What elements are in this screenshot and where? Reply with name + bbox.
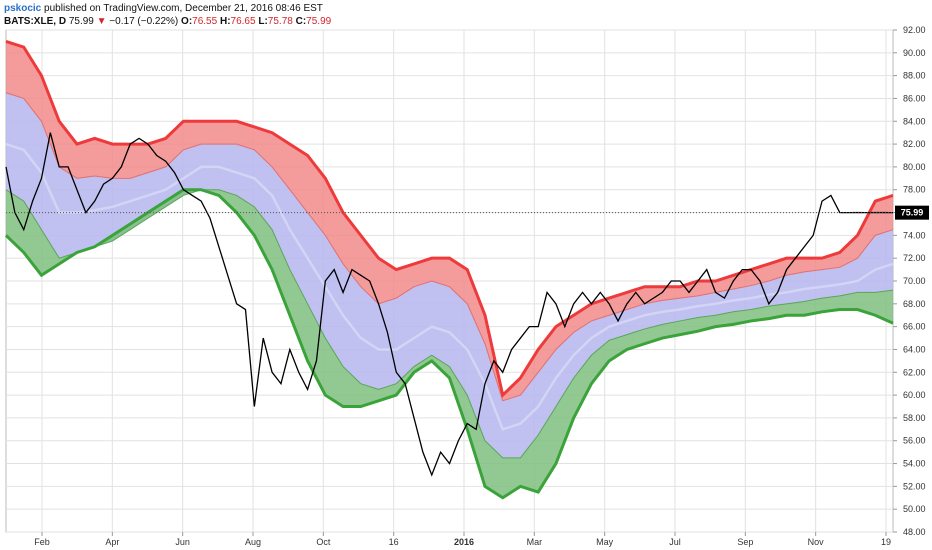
y-tick-label: 82.00 xyxy=(903,139,926,149)
x-tick-label: Mar xyxy=(527,537,543,547)
close-label: C: xyxy=(295,16,307,27)
y-tick-label: 90.00 xyxy=(903,48,926,58)
high-label: H: xyxy=(219,16,231,27)
y-tick-label: 54.00 xyxy=(903,459,926,469)
x-tick-label: 2016 xyxy=(454,537,474,547)
lower-mid-line xyxy=(5,189,894,459)
x-tick-label: 16 xyxy=(389,537,399,547)
x-tick-label: Feb xyxy=(34,537,50,547)
y-tick-label: 62.00 xyxy=(903,367,926,377)
x-tick-label: 19 xyxy=(881,537,891,547)
upper-band-line xyxy=(5,39,894,399)
header-line-2: BATS:XLE, D 75.99 ▼ −0.17 (−0.22%) O:76.… xyxy=(4,15,331,28)
author-link[interactable]: pskocic xyxy=(4,3,42,14)
low-label: L: xyxy=(258,16,268,27)
x-tick-label: Aug xyxy=(245,537,261,547)
y-tick-label: 72.00 xyxy=(903,253,926,263)
y-tick-label: 86.00 xyxy=(903,93,926,103)
high-value: 76.65 xyxy=(230,16,256,27)
price-line xyxy=(5,132,894,477)
y-tick-label: 64.00 xyxy=(903,344,926,354)
y-tick-label: 50.00 xyxy=(903,504,926,514)
y-tick-label: 58.00 xyxy=(903,413,926,423)
x-tick-label: Jul xyxy=(669,537,681,547)
band-fills xyxy=(6,41,893,498)
last-price-label: 75.99 xyxy=(901,208,924,218)
down-arrow-icon: ▼ xyxy=(96,16,107,27)
y-tick-label: 56.00 xyxy=(903,436,926,446)
y-tick-label: 92.00 xyxy=(903,25,926,35)
low-value: 75.78 xyxy=(267,16,293,27)
middle-line xyxy=(5,142,894,431)
change-text: −0.17 (−0.22%) xyxy=(109,16,179,27)
y-tick-label: 78.00 xyxy=(903,185,926,195)
y-tick-label: 68.00 xyxy=(903,299,926,309)
x-tick-label: Oct xyxy=(316,537,331,547)
symbol-label: BATS:XLE, D xyxy=(4,16,67,27)
close-value: 75.99 xyxy=(306,16,332,27)
y-tick-label: 88.00 xyxy=(903,71,926,81)
y-tick-label: 48.00 xyxy=(903,527,926,537)
y-tick-label: 66.00 xyxy=(903,322,926,332)
last-price-badge xyxy=(895,205,929,220)
y-tick-label: 80.00 xyxy=(903,162,926,172)
open-value: 76.55 xyxy=(192,16,218,27)
published-text: published on TradingView.com, December 2… xyxy=(44,3,323,14)
upper-band-fill xyxy=(6,41,893,401)
x-tick-label: Nov xyxy=(808,537,825,547)
middle-band-fill xyxy=(6,92,893,458)
lower-band-line xyxy=(4,188,894,500)
y-tick-label: 52.00 xyxy=(903,481,926,491)
open-label: O: xyxy=(181,16,193,27)
y-tick-label: 74.00 xyxy=(903,230,926,240)
header-line-1: pskocic published on TradingView.com, De… xyxy=(4,2,331,15)
last-price-text: 75.99 xyxy=(68,16,94,27)
upper-mid-line xyxy=(5,92,894,402)
axes: 48.00 50.00 52.00 54.00 56.00 58.00 60.00 62.00… xyxy=(6,25,929,547)
x-tick-label: Sep xyxy=(737,537,753,547)
chart-header: pskocic published on TradingView.com, De… xyxy=(4,2,331,28)
x-tick-label: Apr xyxy=(105,537,119,547)
x-tick-label: May xyxy=(596,537,614,547)
band-lines xyxy=(4,39,894,500)
x-tick-label: Jun xyxy=(175,537,190,547)
y-tick-label: 60.00 xyxy=(903,390,926,400)
y-tick-label: 70.00 xyxy=(903,276,926,286)
y-tick-label: 84.00 xyxy=(903,116,926,126)
